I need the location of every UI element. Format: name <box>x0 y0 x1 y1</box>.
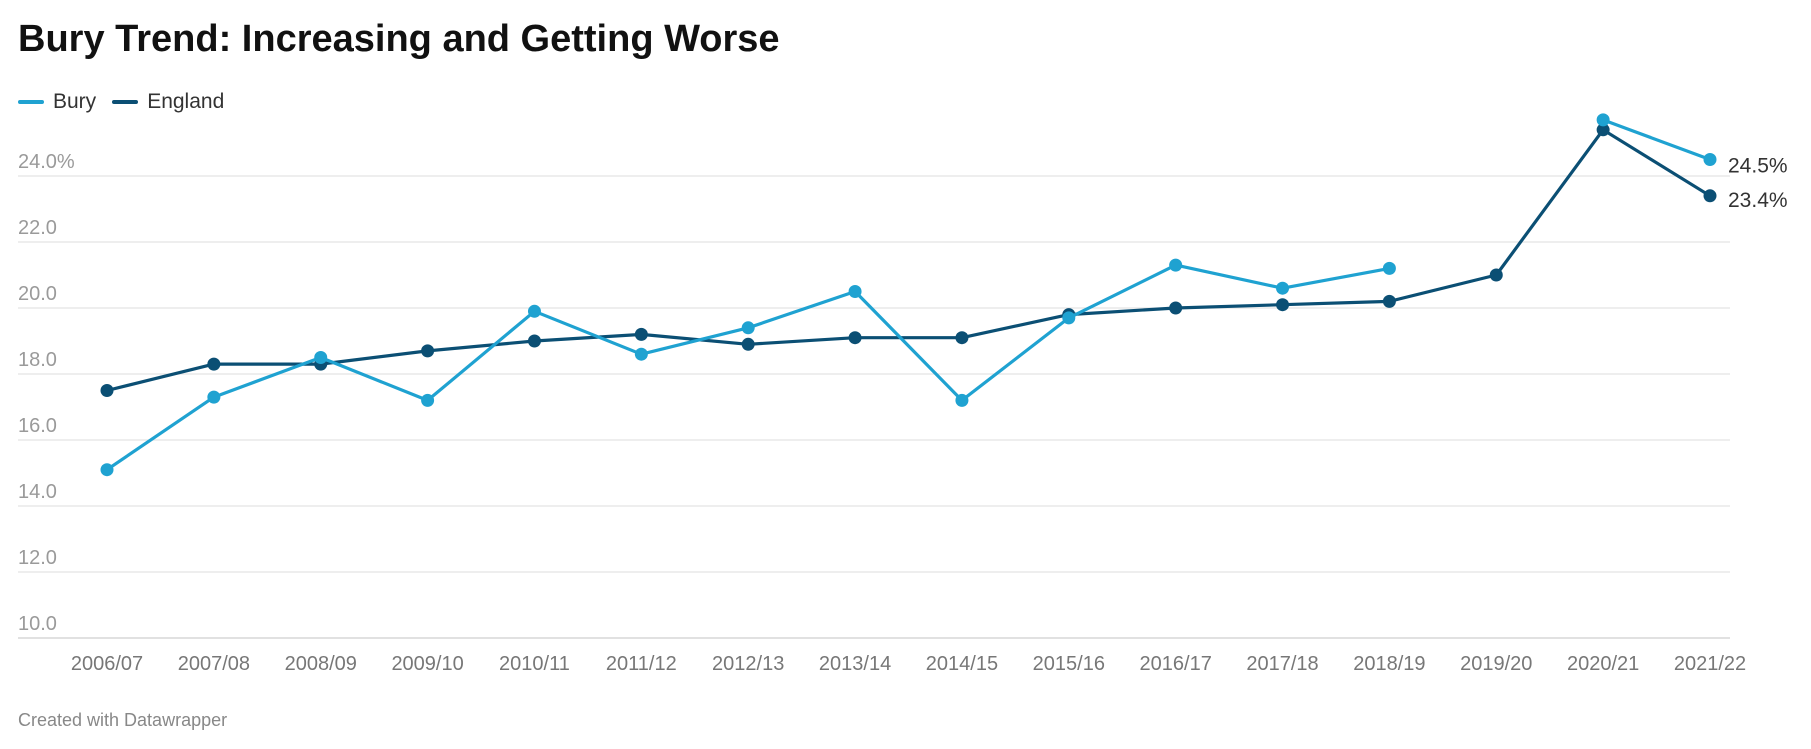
x-tick-label-9: 2015/16 <box>1033 653 1105 675</box>
data-point-england-10 <box>1169 301 1183 315</box>
y-tick-label-5: 20.0 <box>18 283 57 305</box>
data-point-bury-11 <box>1276 281 1290 295</box>
data-point-bury-15 <box>1703 153 1717 166</box>
data-point-bury-10 <box>1169 258 1183 272</box>
y-tick-label-6: 22.0 <box>18 217 57 239</box>
x-tick-label-10: 2016/17 <box>1140 653 1212 675</box>
y-tick-label-7: 24.0% <box>18 151 75 173</box>
data-point-england-3 <box>421 344 435 358</box>
x-tick-label-3: 2009/10 <box>391 653 463 675</box>
y-tick-label-1: 12.0 <box>18 547 57 569</box>
x-tick-label-15: 2021/22 <box>1674 653 1746 675</box>
x-tick-label-7: 2013/14 <box>819 653 891 675</box>
legend-swatch-bury <box>18 100 44 104</box>
x-tick-label-5: 2011/12 <box>606 653 677 675</box>
data-point-bury-6 <box>741 321 755 335</box>
x-tick-label-2: 2008/09 <box>285 653 357 675</box>
data-point-england-13 <box>1489 268 1503 282</box>
data-point-england-14 <box>1596 123 1610 137</box>
legend-item-bury: Bury <box>18 90 96 114</box>
data-point-bury-14 <box>1596 113 1610 127</box>
chart-title: Bury Trend: Increasing and Getting Worse <box>18 18 780 60</box>
y-tick-label-3: 16.0 <box>18 415 57 437</box>
y-tick-label-0: 10.0 <box>18 613 57 635</box>
data-point-bury-8 <box>955 393 969 407</box>
data-point-england-1 <box>207 357 221 371</box>
x-tick-label-4: 2010/11 <box>499 653 570 675</box>
legend-item-england: England <box>112 90 224 114</box>
series-line-bury <box>105 118 1712 472</box>
legend-label-england: England <box>147 90 225 113</box>
data-point-bury-5 <box>634 347 648 361</box>
y-tick-label-4: 18.0 <box>18 349 57 371</box>
data-point-england-15 <box>1703 189 1717 203</box>
x-tick-label-11: 2017/18 <box>1246 653 1318 675</box>
data-point-england-4 <box>527 334 541 348</box>
legend-label-bury: Bury <box>53 90 97 113</box>
data-point-england-8 <box>955 331 969 345</box>
data-point-england-11 <box>1276 298 1290 312</box>
data-point-bury-7 <box>848 285 862 298</box>
end-label-england: 23.4% <box>1728 189 1788 212</box>
x-tick-label-14: 2020/21 <box>1567 653 1639 675</box>
x-tick-label-13: 2019/20 <box>1460 653 1532 675</box>
x-tick-label-1: 2007/08 <box>178 653 250 675</box>
data-point-bury-1 <box>207 390 221 404</box>
data-point-bury-3 <box>421 393 435 407</box>
data-point-england-6 <box>741 337 755 351</box>
data-point-england-7 <box>848 331 862 345</box>
data-point-england-5 <box>634 327 648 341</box>
data-point-bury-0 <box>100 463 114 477</box>
legend: Bury England <box>18 90 224 114</box>
data-point-england-12 <box>1382 294 1396 308</box>
end-label-bury: 24.5% <box>1728 155 1788 178</box>
y-tick-label-2: 14.0 <box>18 481 57 503</box>
data-point-bury-12 <box>1382 261 1396 275</box>
x-tick-label-12: 2018/19 <box>1353 653 1425 675</box>
data-point-bury-2 <box>314 351 328 364</box>
series-line-england <box>105 128 1712 393</box>
legend-swatch-england <box>112 100 139 104</box>
x-tick-label-6: 2012/13 <box>712 653 784 675</box>
data-point-bury-4 <box>527 304 541 318</box>
data-point-england-0 <box>100 384 114 397</box>
footer-credit: Created with Datawrapper <box>18 710 228 730</box>
data-point-bury-9 <box>1062 311 1076 325</box>
x-tick-label-8: 2014/15 <box>926 653 998 675</box>
x-tick-label-0: 2006/07 <box>71 653 143 675</box>
